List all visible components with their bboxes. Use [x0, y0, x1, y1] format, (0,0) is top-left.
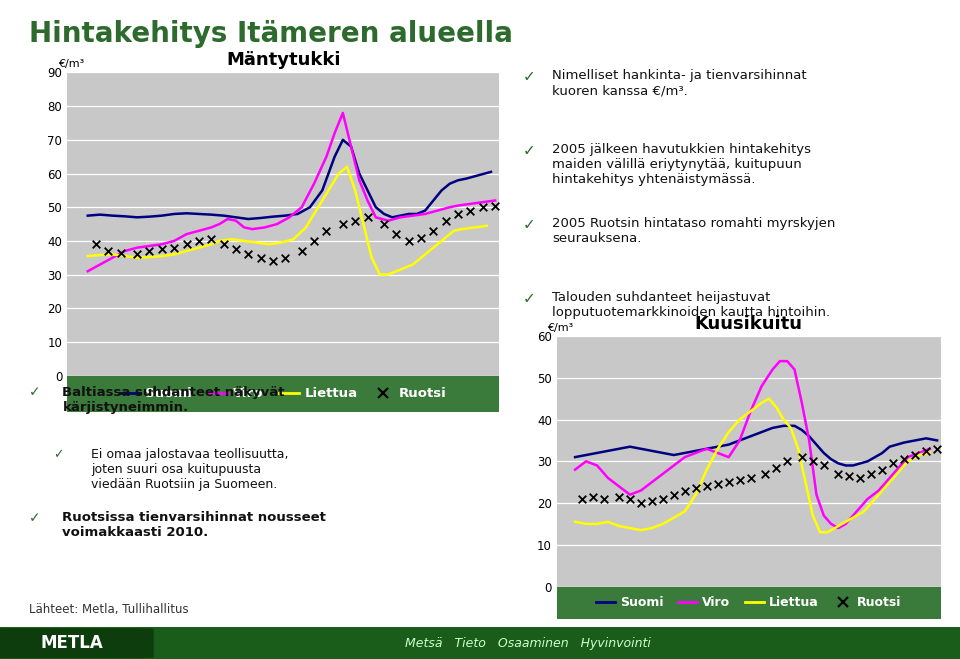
Point: [816, 460, 831, 471]
Text: ✓: ✓: [523, 291, 536, 306]
Point: [769, 463, 784, 473]
Point: [450, 209, 466, 219]
Point: [335, 219, 350, 229]
Point: [907, 450, 923, 461]
Point: [438, 215, 453, 226]
Text: 2005 Ruotsin hintataso romahti myrskyjen
seurauksena.: 2005 Ruotsin hintataso romahti myrskyjen…: [552, 217, 835, 244]
Point: [376, 219, 392, 229]
Point: [830, 469, 846, 479]
Point: [252, 252, 268, 263]
Point: [265, 256, 280, 266]
Point: [622, 494, 637, 504]
Point: [655, 494, 670, 504]
Point: [721, 477, 736, 488]
Point: [191, 236, 206, 246]
Text: Talouden suhdanteet heijastuvat
lopputuotemarkkinoiden kautta hintoihin.: Talouden suhdanteet heijastuvat lopputuo…: [552, 291, 830, 318]
Text: Baltiassa suhdanteet näkyvät
kärjistyneimmin.: Baltiassa suhdanteet näkyvät kärjistynei…: [62, 386, 285, 413]
Point: [425, 225, 441, 236]
Text: METLA: METLA: [40, 634, 104, 652]
Point: [732, 474, 747, 485]
Text: Metsä   Tieto   Osaaminen   Hyvinvointi: Metsä Tieto Osaaminen Hyvinvointi: [405, 637, 651, 650]
Point: [101, 246, 116, 256]
Point: [919, 445, 934, 456]
Point: [319, 225, 334, 236]
Point: [710, 479, 726, 490]
Point: [666, 490, 682, 500]
Text: Ei omaa jalostavaa teollisuutta,
joten suuri osa kuitupuusta
viedään Ruotsiin ja: Ei omaa jalostavaa teollisuutta, joten s…: [91, 448, 289, 491]
Point: [401, 236, 417, 246]
Text: Nimelliset hankinta- ja tienvarsihinnat
kuoren kanssa €/m³.: Nimelliset hankinta- ja tienvarsihinnat …: [552, 69, 806, 97]
Point: [677, 485, 692, 496]
Point: [88, 239, 104, 250]
Point: [699, 481, 714, 492]
Text: ✓: ✓: [29, 386, 40, 399]
Text: €/m³: €/m³: [547, 323, 573, 333]
Point: [130, 249, 145, 260]
Point: [852, 473, 868, 483]
Text: ✓: ✓: [53, 448, 63, 461]
Point: [389, 229, 404, 239]
Point: [155, 244, 170, 254]
Point: [475, 202, 491, 212]
Point: [805, 456, 821, 467]
Text: Hintakehitys Itämeren alueella: Hintakehitys Itämeren alueella: [29, 20, 513, 47]
Point: [634, 498, 649, 508]
Point: [688, 483, 704, 494]
Point: [597, 494, 612, 504]
Text: €/m³: €/m³: [58, 59, 84, 69]
Text: Ruotsissa tienvarsihinnat nousseet
voimakkaasti 2010.: Ruotsissa tienvarsihinnat nousseet voima…: [62, 511, 326, 538]
Point: [142, 246, 157, 256]
Point: [294, 246, 309, 256]
Text: 2005 jälkeen havutukkien hintakehitys
maiden välillä eriytynytää, kuitupuun
hint: 2005 jälkeen havutukkien hintakehitys ma…: [552, 143, 811, 186]
FancyBboxPatch shape: [0, 628, 154, 658]
Point: [306, 236, 322, 246]
Point: [166, 243, 181, 253]
Point: [586, 492, 601, 502]
Point: [780, 456, 795, 467]
Point: [644, 496, 660, 506]
Text: ✓: ✓: [523, 143, 536, 158]
Point: [216, 239, 231, 250]
Point: [897, 454, 912, 465]
Point: [575, 494, 590, 504]
Text: Mäntytukki: Mäntytukki: [226, 51, 341, 69]
Point: [794, 452, 809, 463]
Point: [885, 458, 900, 469]
Text: Kuusikuitu: Kuusikuitu: [695, 315, 803, 333]
Point: [757, 469, 773, 479]
Point: [277, 252, 293, 263]
Point: [842, 471, 857, 481]
Point: [348, 215, 363, 226]
Legend: Suomi, Viro, Liettua, Ruotsi: Suomi, Viro, Liettua, Ruotsi: [591, 592, 906, 614]
Point: [113, 247, 129, 258]
Point: [864, 469, 879, 479]
Point: [488, 200, 503, 211]
Text: ✓: ✓: [523, 217, 536, 232]
Point: [360, 212, 375, 223]
Point: [179, 239, 194, 250]
Point: [228, 244, 244, 254]
Text: Lähteet: Metla, Tullihallitus: Lähteet: Metla, Tullihallitus: [29, 603, 188, 616]
Legend: Suomi, Viro, Liettua, Ruotsi: Suomi, Viro, Liettua, Ruotsi: [115, 382, 451, 405]
Point: [241, 249, 256, 260]
Text: ✓: ✓: [523, 69, 536, 84]
Point: [463, 206, 478, 216]
Point: [414, 232, 429, 243]
Point: [875, 465, 890, 475]
Point: [743, 473, 758, 483]
Point: [612, 492, 627, 502]
Point: [929, 444, 945, 454]
Text: ✓: ✓: [29, 511, 40, 525]
Point: [204, 234, 219, 244]
